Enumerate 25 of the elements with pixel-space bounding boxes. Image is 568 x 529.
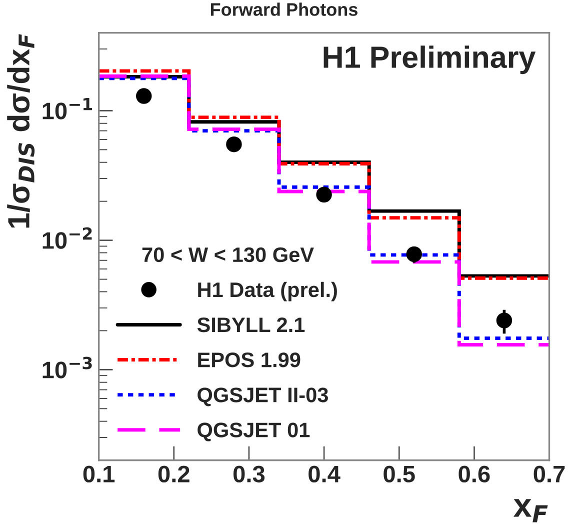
legend-label: QGSJET II-03	[198, 388, 328, 406]
legend-label: H1 Data (prel.)	[198, 282, 337, 302]
point	[496, 312, 512, 328]
point	[226, 136, 242, 152]
y-axis-title: 1/σ$_{DIS}$ dσ/dx$_{F}$	[7, 34, 35, 228]
x-axis-title: x$_{F}$	[513, 499, 548, 522]
x-tick-label: 0.5	[384, 466, 415, 482]
legend-title: 70 < W < 130 GeV	[142, 247, 314, 262]
x-tick-label: 0.3	[233, 466, 265, 482]
x-tick-label: 0.2	[158, 466, 190, 482]
x-tick-label: 0.7	[534, 466, 565, 482]
chart-title: Forward Photons	[210, 2, 358, 16]
y-tick-label: 10$^{−3}$	[42, 356, 92, 378]
point	[136, 88, 152, 104]
point	[316, 186, 332, 203]
legend-label: SIBYLL 2.1	[197, 317, 305, 332]
x-tick-label: 0.6	[458, 466, 490, 482]
y-tick-label: 10$^{−1}$	[42, 98, 92, 120]
x-tick-label: 0.1	[83, 466, 115, 482]
point	[406, 246, 422, 262]
annotation: H1 Preliminary	[324, 46, 536, 74]
legend-label: QGSJET 01	[198, 422, 310, 442]
legend-label: EPOS 1.99	[198, 352, 300, 368]
y-tick-label: 10$^{−2}$	[42, 227, 92, 249]
x-tick-label: 0.4	[308, 466, 340, 482]
